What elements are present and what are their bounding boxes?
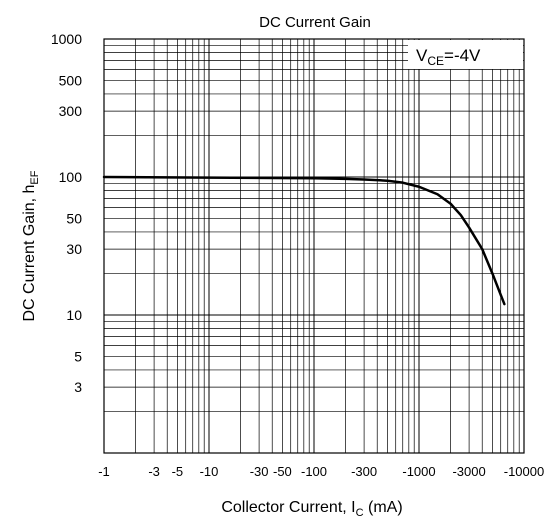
y-tick-label: 300 bbox=[59, 103, 83, 119]
y-tick-label: 500 bbox=[59, 73, 83, 89]
x-tick-label: -50 bbox=[273, 464, 292, 479]
chart-title: DC Current Gain bbox=[259, 14, 371, 31]
annotation-box bbox=[408, 40, 523, 69]
y-tick-label: 100 bbox=[59, 169, 83, 185]
x-tick-label: -30 bbox=[250, 464, 269, 479]
condition-annotation: VCE=-4V bbox=[408, 40, 523, 69]
x-axis-label: Collector Current, IC (mA) bbox=[221, 499, 402, 519]
x-tick-labels: -1 -3 -5 -10 -30 -50 -100 -300 -1000 -3000 -10000 bbox=[98, 464, 544, 479]
x-tick-label: -5 bbox=[172, 464, 184, 479]
y-tick-label: 5 bbox=[74, 349, 82, 365]
x-tick-label: -10000 bbox=[504, 464, 544, 479]
x-tick-label: -10 bbox=[200, 464, 219, 479]
y-tick-label: 10 bbox=[66, 307, 82, 323]
plot-frame bbox=[103, 38, 525, 454]
x-tick-label: -1000 bbox=[402, 464, 435, 479]
x-tick-label: -3 bbox=[148, 464, 160, 479]
y-tick-labels: 1000 500 300 100 50 30 10 5 3 bbox=[51, 31, 82, 395]
x-tick-label: -1 bbox=[98, 464, 110, 479]
x-tick-label: -300 bbox=[351, 464, 377, 479]
y-tick-label: 30 bbox=[66, 241, 82, 257]
annotation-text: VCE=-4V bbox=[416, 46, 481, 68]
y-tick-label: 50 bbox=[66, 211, 82, 227]
x-tick-label: -100 bbox=[301, 464, 327, 479]
series-line bbox=[102, 175, 506, 306]
y-axis-label: DC Current Gain, hEF bbox=[21, 170, 41, 321]
y-tick-label: 1000 bbox=[51, 31, 82, 47]
y-tick-label: 3 bbox=[74, 379, 82, 395]
x-tick-label: -3000 bbox=[452, 464, 485, 479]
